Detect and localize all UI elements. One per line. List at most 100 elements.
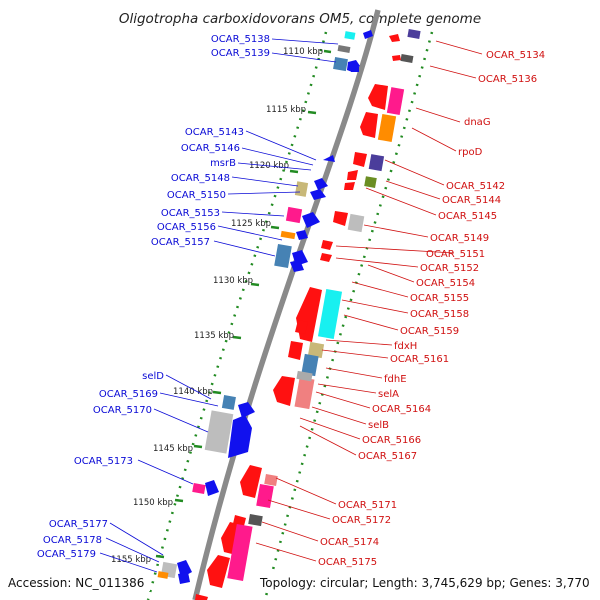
gene-label[interactable]: OCAR_5157 [151,237,210,248]
gene-label[interactable]: OCAR_5179 [37,549,96,560]
gene-label[interactable]: OCAR_5138 [211,34,270,45]
gene-label[interactable]: OCAR_5159 [400,326,459,337]
gene-arrow-plus[interactable] [228,415,252,458]
cds-box[interactable] [294,377,315,410]
cds-box[interactable] [400,54,414,63]
gene-label[interactable]: fdhE [384,374,407,385]
gene-label[interactable]: OCAR_5134 [486,50,545,61]
gene-label[interactable]: selB [368,420,389,431]
cds-box[interactable] [256,483,274,509]
gene-arrow-minus[interactable] [295,320,308,334]
cds-box[interactable] [227,524,253,581]
cds-box[interactable] [301,353,319,377]
gene-arrow-minus[interactable] [195,594,208,600]
cds-box[interactable] [294,181,309,197]
gene-label[interactable]: OCAR_5150 [167,190,226,201]
gene-label[interactable]: OCAR_5149 [430,233,489,244]
gene-label[interactable]: OCAR_5178 [43,535,102,546]
gene-label[interactable]: OCAR_5177 [49,519,108,530]
cds-box[interactable] [274,243,292,269]
cds-box[interactable] [364,176,377,188]
gene-label[interactable]: OCAR_5152 [420,263,479,274]
gene-label[interactable]: selA [378,389,399,400]
cds-box[interactable] [285,206,303,224]
gene-label[interactable]: OCAR_5158 [410,309,469,320]
cds-box[interactable] [333,57,348,72]
gene-arrow-minus[interactable] [389,34,400,42]
gene-label[interactable]: OCAR_5173 [74,456,133,467]
gene-arrow-plus[interactable] [310,189,326,200]
gene-label[interactable]: OCAR_5156 [157,222,216,233]
cds-box[interactable] [157,571,169,579]
gene-arrow-plus[interactable] [347,60,360,72]
gene-arrow-minus[interactable] [392,55,401,61]
gene-arrow-plus[interactable] [363,30,373,39]
gene-arrow-minus[interactable] [353,152,367,167]
cds-box[interactable] [351,67,359,72]
gene-arrow-minus[interactable] [347,170,358,180]
cds-box[interactable] [204,410,234,454]
cds-box[interactable] [307,341,325,359]
cds-box[interactable] [317,288,343,340]
gene-arrow-minus[interactable] [288,341,303,360]
gene-label[interactable]: fdxH [394,341,417,352]
gene-label[interactable]: OCAR_5153 [161,208,220,219]
cds-box[interactable] [221,395,236,410]
cds-box[interactable] [368,154,385,172]
cds-box[interactable] [264,474,278,486]
gene-label[interactable]: OCAR_5142 [446,181,505,192]
gene-arrow-plus[interactable] [290,260,304,272]
gene-label[interactable]: OCAR_5166 [362,435,421,446]
gene-arrow-plus[interactable] [205,480,219,496]
gene-label[interactable]: OCAR_5148 [171,173,230,184]
gene-label[interactable]: OCAR_5174 [320,537,379,548]
gene-arrow-minus[interactable] [296,287,322,342]
gene-arrow-minus[interactable] [321,240,333,250]
gene-label[interactable]: OCAR_5144 [442,195,501,206]
gene-label[interactable]: OCAR_5151 [426,249,485,260]
gene-label[interactable]: OCAR_5170 [93,405,152,416]
gene-arrow-minus[interactable] [240,465,262,498]
cds-box[interactable] [192,483,206,494]
gene-label[interactable]: OCAR_5171 [338,500,397,511]
gene-label[interactable]: OCAR_5146 [181,143,240,154]
cds-box[interactable] [377,113,397,143]
cds-box[interactable] [347,213,365,233]
cds-box[interactable] [248,514,263,527]
gene-label[interactable]: OCAR_5139 [211,48,270,59]
cds-box[interactable] [386,87,405,116]
gene-arrow-minus[interactable] [333,211,348,226]
cds-box[interactable] [344,31,356,40]
gene-arrow-plus[interactable] [302,212,320,228]
gene-label[interactable]: OCAR_5161 [390,354,449,365]
gene-label[interactable]: OCAR_5154 [416,278,475,289]
cds-box[interactable] [337,45,351,53]
gene-arrow-minus[interactable] [273,376,295,406]
gene-arrow-plus[interactable] [323,155,335,162]
gene-arrow-minus[interactable] [344,182,355,190]
gene-label[interactable]: dnaG [464,117,491,128]
cds-box[interactable] [296,370,313,382]
gene-arrow-minus[interactable] [320,253,332,262]
gene-label[interactable]: OCAR_5143 [185,127,244,138]
gene-label[interactable]: OCAR_5175 [318,557,377,568]
gene-arrow-plus[interactable] [178,572,190,584]
gene-arrow-minus[interactable] [360,112,378,138]
gene-label[interactable]: OCAR_5164 [372,404,431,415]
gene-label[interactable]: OCAR_5167 [358,451,417,462]
gene-label[interactable]: OCAR_5155 [410,293,469,304]
gene-arrow-minus[interactable] [207,555,230,588]
gene-label[interactable]: OCAR_5136 [478,74,537,85]
gene-label[interactable]: msrB [210,158,236,169]
gene-label[interactable]: OCAR_5172 [332,515,391,526]
gene-label[interactable]: OCAR_5145 [438,211,497,222]
gene-arrow-plus[interactable] [296,230,308,240]
gene-label[interactable]: rpoD [458,147,483,158]
gene-label[interactable]: selD [142,371,164,382]
gene-arrow-plus[interactable] [238,402,255,418]
gene-arrow-plus[interactable] [314,178,328,190]
cds-box[interactable] [280,230,296,240]
gene-arrow-minus[interactable] [368,84,388,110]
gene-label[interactable]: OCAR_5169 [99,389,158,400]
cds-box[interactable] [407,29,421,39]
